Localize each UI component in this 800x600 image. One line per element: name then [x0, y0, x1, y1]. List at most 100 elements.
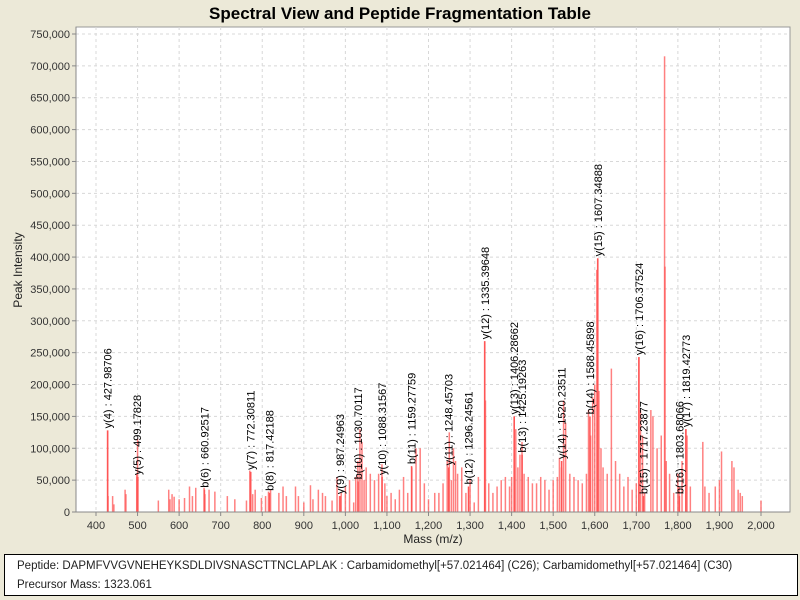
peak-bar	[402, 476, 405, 512]
peak-annotation-label: y(17) : 1819.42773	[681, 335, 693, 427]
peak-annotation-label: b(13) : 1425.19263	[517, 360, 529, 453]
peak-bar	[527, 476, 529, 512]
peak-bar	[731, 461, 733, 512]
peak-bar	[249, 470, 251, 512]
peak-bar	[446, 461, 448, 512]
peak-bar	[677, 473, 679, 512]
x-axis-ticks: 400 500 600 700 800 900 1,000 1,100 1,200 1,300 1,…	[76, 511, 790, 532]
peak-bar	[452, 448, 455, 512]
annotated-peak-bar	[249, 471, 252, 512]
peak-bar	[312, 499, 314, 512]
peak-bar	[573, 476, 575, 512]
peak-bar	[618, 473, 621, 512]
y-tick-label: 150,000	[30, 411, 70, 423]
annotated-peak-bar	[106, 430, 109, 512]
peak-bar	[668, 473, 671, 512]
peak-bar	[733, 467, 735, 512]
annotated-peak-bar	[513, 416, 515, 512]
peak-bar	[556, 476, 559, 512]
peak-bar	[665, 461, 667, 512]
peak-bar	[344, 486, 347, 512]
peak-bar	[672, 492, 675, 512]
peak-annotation-label: y(7) : 772.30811	[246, 391, 258, 470]
y-tick-label: 400,000	[30, 252, 70, 264]
x-tick-label: 2,000	[747, 520, 775, 532]
peak-bar	[488, 483, 490, 512]
peak-bar	[714, 486, 717, 512]
peak-bar	[423, 483, 426, 512]
peak-annotation-label: b(15) : 1717.23877	[638, 401, 650, 494]
peak-annotation-label: y(15) : 1607.34888	[593, 164, 605, 256]
peak-bar	[519, 454, 521, 512]
peak-bar	[643, 492, 646, 512]
peak-annotation-label: b(12) : 1296.24561	[464, 392, 476, 485]
annotated-peak-bar	[203, 489, 206, 512]
peak-bar	[260, 497, 263, 512]
peak-annotations: y(4) : 427.98706 y(5) : 499.17828 b(6) : 6…	[103, 164, 693, 494]
peak-bar	[433, 492, 436, 512]
peak-bar	[363, 480, 365, 512]
peak-annotation-label: y(9) : 987.24963	[335, 414, 347, 494]
peak-bar	[361, 441, 363, 512]
peak-bar	[594, 384, 596, 512]
peak-bar	[324, 496, 327, 512]
peak-bar	[178, 499, 180, 512]
peak-bar	[269, 489, 272, 512]
peak-bar	[157, 500, 160, 512]
peak-bar	[510, 476, 513, 512]
peak-bar	[660, 435, 662, 512]
y-tick-label: 350,000	[30, 284, 70, 296]
peak-bar	[285, 496, 288, 512]
annotated-peak-bar	[381, 476, 383, 512]
peak-bar	[552, 480, 554, 512]
peak-bar	[169, 499, 171, 512]
peak-annotation-label: y(14) : 1520.23511	[557, 367, 569, 459]
chart-title: Spectral View and Peptide Fragmentation …	[209, 4, 591, 23]
x-tick-label: 1,200	[415, 520, 443, 532]
peak-bar	[531, 483, 534, 512]
y-tick-label: 300,000	[30, 316, 70, 328]
peak-bar	[523, 473, 525, 512]
x-tick-label: 1,800	[664, 520, 692, 532]
y-tick-label: 250,000	[30, 348, 70, 360]
peak-bar	[352, 502, 355, 512]
peak-bar	[585, 473, 588, 512]
peak-bar	[741, 496, 744, 512]
peak-bar	[473, 502, 475, 512]
peak-annotation-label: b(8) : 817.42188	[264, 410, 276, 491]
peak-bar	[641, 435, 644, 512]
peak-annotation-label: y(16) : 1706.37524	[634, 263, 646, 355]
peak-bar	[450, 480, 453, 512]
peak-bar	[419, 448, 421, 512]
peak-bar	[251, 494, 254, 512]
y-tick-label: 550,000	[30, 156, 70, 168]
peak-annotation-label: b(14) : 1588.45898	[585, 321, 597, 414]
peak-bar	[500, 480, 502, 512]
y-axis-label: Peak Intensity	[11, 232, 25, 307]
peptide-sequence: Peptide: DAPMFVVGVNEHEYKSDLDIVSNASCTTNCL…	[17, 560, 733, 572]
x-tick-label: 1,300	[456, 520, 484, 532]
x-tick-label: 900	[295, 520, 313, 532]
annotated-peak-bar	[484, 341, 486, 512]
y-tick-label: 50,000	[36, 475, 70, 487]
peak-bar	[465, 492, 467, 512]
peak-bar	[454, 461, 457, 512]
peak-bar	[508, 486, 511, 512]
annotated-peak-bar	[678, 496, 681, 512]
peak-bar	[564, 422, 567, 512]
peak-bar	[558, 457, 561, 512]
peak-bar	[614, 461, 617, 512]
peak-bar	[297, 496, 300, 512]
peak-bar	[504, 476, 507, 512]
peak-bar	[294, 486, 297, 512]
peak-bar	[627, 476, 629, 512]
annotated-peak-bar	[521, 454, 523, 512]
x-tick-label: 800	[253, 520, 271, 532]
peak-bar	[720, 451, 723, 512]
peak-bar	[278, 492, 280, 512]
annotated-peak-bar	[638, 357, 640, 512]
y-axis-ticks: 0 50,000 100,000 150,000 200,000 250,000 300,0…	[30, 27, 77, 519]
plot-area	[75, 26, 791, 513]
peak-annotation-label: y(13) : 1406.28662	[509, 322, 521, 414]
peak-bar	[369, 473, 372, 512]
